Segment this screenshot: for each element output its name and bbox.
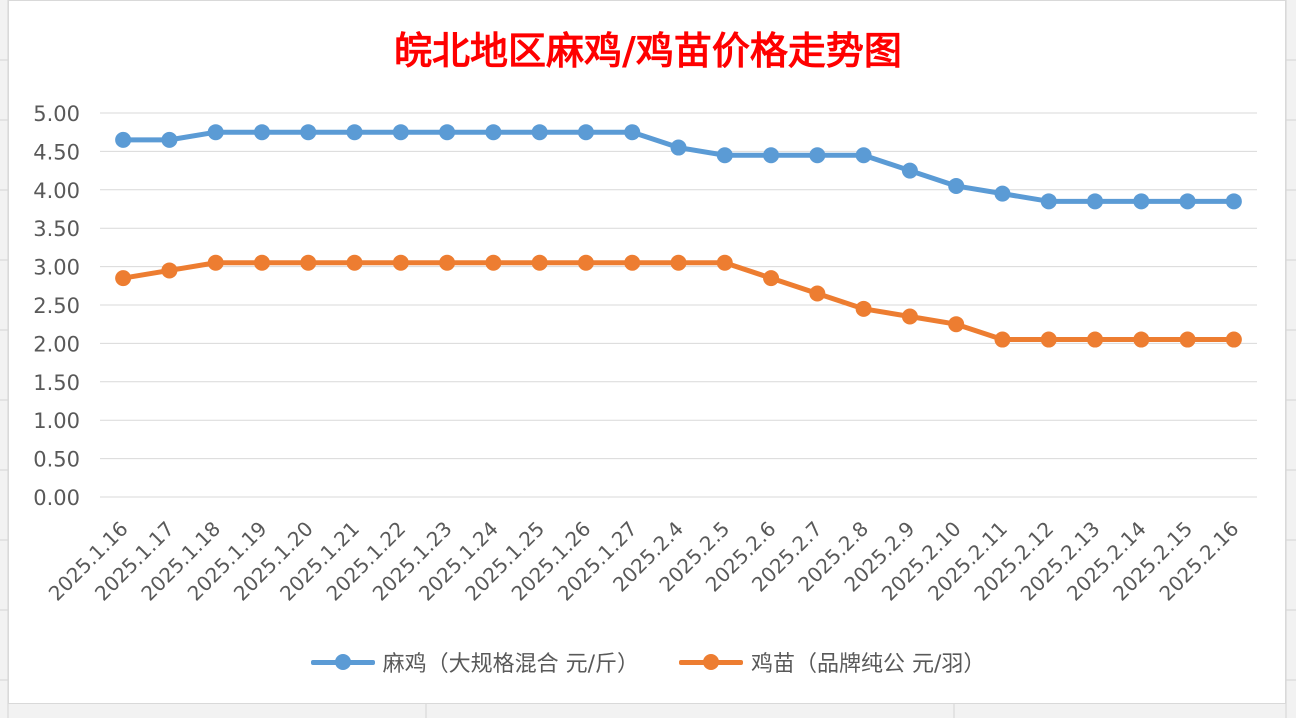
data-point[interactable] — [1179, 331, 1196, 348]
data-point[interactable] — [809, 147, 826, 164]
data-point[interactable] — [346, 124, 363, 141]
y-tick-label: 4.00 — [33, 179, 80, 203]
legend-item-series-1[interactable]: 麻鸡（大规格混合 元/斤） — [310, 646, 639, 678]
data-point[interactable] — [994, 331, 1011, 348]
data-point[interactable] — [901, 162, 918, 179]
y-tick-label: 2.50 — [33, 294, 80, 318]
data-point[interactable] — [1179, 193, 1196, 210]
data-point[interactable] — [577, 124, 594, 141]
y-tick-label: 2.00 — [33, 332, 80, 356]
chart-title: 皖北地区麻鸡/鸡苗价格走势图 — [394, 28, 902, 73]
data-point[interactable] — [115, 270, 132, 287]
data-point[interactable] — [253, 254, 270, 271]
legend-swatch-series-1 — [310, 649, 375, 675]
data-point[interactable] — [1225, 331, 1242, 348]
data-point[interactable] — [253, 124, 270, 141]
y-tick-label: 3.00 — [33, 256, 80, 280]
data-point[interactable] — [624, 254, 641, 271]
data-point[interactable] — [1040, 193, 1057, 210]
data-point[interactable] — [1133, 193, 1150, 210]
data-point[interactable] — [855, 300, 872, 317]
legend-item-series-2[interactable]: 鸡苗（品牌纯公 元/羽） — [679, 646, 985, 678]
data-point[interactable] — [1040, 331, 1057, 348]
data-point[interactable] — [763, 270, 780, 287]
data-point[interactable] — [1087, 193, 1104, 210]
data-point[interactable] — [392, 124, 409, 141]
data-point[interactable] — [1225, 193, 1242, 210]
data-point[interactable] — [809, 285, 826, 302]
legend-swatch-series-2 — [679, 649, 743, 675]
series-2 — [115, 254, 1242, 348]
data-point[interactable] — [439, 254, 456, 271]
data-point[interactable] — [948, 177, 965, 194]
data-point[interactable] — [485, 254, 502, 271]
data-point[interactable] — [763, 147, 780, 164]
series-layer — [115, 124, 1242, 348]
x-axis-labels: 2025.1.162025.1.172025.1.182025.1.192025… — [44, 517, 1244, 606]
data-point[interactable] — [531, 254, 548, 271]
data-point[interactable] — [300, 254, 317, 271]
data-point[interactable] — [161, 131, 178, 148]
y-axis-labels: 0.00 0.50 1.00 1.50 2.00 2.50 3.00 3.50 4.00 4.50… — [33, 102, 80, 510]
y-tick-label: 0.00 — [33, 486, 80, 510]
legend-label-series-2: 鸡苗（品牌纯公 元/羽） — [751, 652, 986, 677]
y-tick-label: 1.00 — [33, 409, 80, 433]
series-line-2 — [120, 260, 1237, 343]
data-point[interactable] — [855, 147, 872, 164]
legend: 麻鸡（大规格混合 元/斤） 鸡苗（品牌纯公 元/羽） — [0, 646, 1296, 678]
data-point[interactable] — [716, 147, 733, 164]
data-point[interactable] — [901, 308, 918, 325]
data-point[interactable] — [716, 254, 733, 271]
y-tick-label: 3.50 — [33, 217, 80, 241]
data-point[interactable] — [300, 124, 317, 141]
gridlines — [100, 112, 1257, 498]
y-tick-label: 1.50 — [33, 371, 80, 395]
data-point[interactable] — [1133, 331, 1150, 348]
data-point[interactable] — [670, 254, 687, 271]
data-point[interactable] — [577, 254, 594, 271]
data-point[interactable] — [207, 124, 224, 141]
data-point[interactable] — [392, 254, 409, 271]
data-point[interactable] — [346, 254, 363, 271]
chart-area[interactable] — [8, 0, 1286, 704]
legend-label-series-1: 麻鸡（大规格混合 元/斤） — [382, 652, 639, 677]
data-point[interactable] — [994, 185, 1011, 202]
data-point[interactable] — [161, 262, 178, 279]
data-point[interactable] — [115, 131, 132, 148]
y-tick-label: 4.50 — [33, 140, 80, 164]
y-tick-label: 5.00 — [33, 102, 80, 126]
series-1 — [115, 124, 1242, 210]
data-point[interactable] — [624, 124, 641, 141]
data-point[interactable] — [670, 139, 687, 156]
data-point[interactable] — [485, 124, 502, 141]
data-point[interactable] — [439, 124, 456, 141]
data-point[interactable] — [1087, 331, 1104, 348]
data-point[interactable] — [531, 124, 548, 141]
data-point[interactable] — [207, 254, 224, 271]
y-tick-label: 0.50 — [33, 448, 80, 472]
data-point[interactable] — [948, 316, 965, 333]
